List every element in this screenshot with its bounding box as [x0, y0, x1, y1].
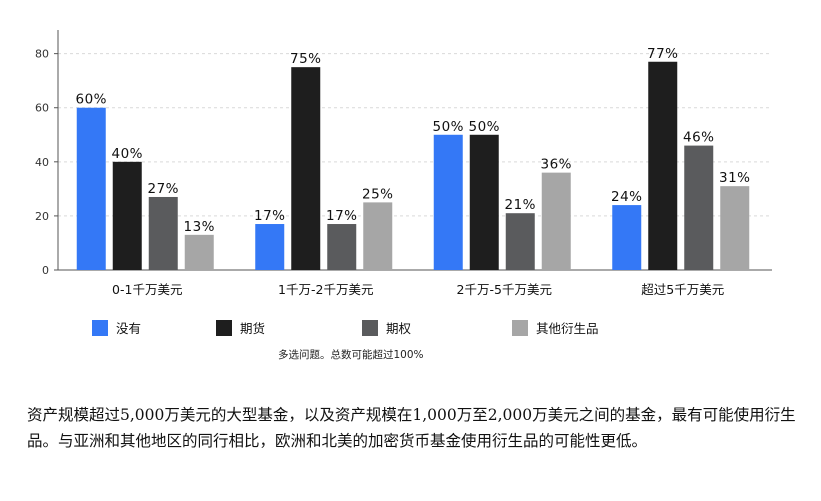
y-tick-label: 80	[35, 48, 49, 61]
legend-swatch	[362, 319, 378, 336]
legend-label: 其他衍生品	[536, 321, 599, 336]
x-tick-label: 1千万-2千万美元	[278, 282, 373, 297]
bar	[184, 234, 214, 270]
bar	[469, 134, 499, 270]
data-label: 50%	[432, 119, 464, 135]
data-label: 75%	[290, 51, 322, 67]
bar	[148, 196, 178, 270]
data-label: 17%	[326, 208, 358, 224]
x-tick-label: 0-1千万美元	[112, 282, 182, 297]
bar	[612, 205, 642, 270]
legend-label: 没有	[116, 321, 142, 336]
bar	[363, 202, 393, 270]
data-label: 25%	[362, 186, 394, 202]
legend: 没有 期货 期权 其他衍生品	[0, 318, 821, 342]
x-tick-label: 2千万-5千万美元	[457, 282, 552, 297]
y-tick-label: 60	[35, 102, 49, 115]
data-label: 31%	[719, 170, 751, 186]
bar	[684, 145, 714, 270]
bar	[505, 213, 535, 270]
legend-item: 没有	[92, 318, 141, 337]
bar	[255, 224, 285, 270]
data-label: 17%	[254, 208, 286, 224]
chart-note: 多选问题。总数可能超过100%	[278, 349, 424, 361]
legend-swatch	[216, 319, 232, 336]
data-label: 24%	[611, 189, 643, 205]
data-label: 13%	[183, 219, 215, 235]
data-label: 50%	[468, 119, 500, 135]
caption-paragraph: 资产规模超过5,000万美元的大型基金，以及资产规模在1,000万至2,000万…	[27, 406, 796, 450]
data-label: 77%	[647, 46, 679, 62]
bar	[112, 161, 142, 270]
bar	[433, 134, 463, 270]
legend-label: 期权	[386, 321, 412, 336]
y-tick-label: 20	[35, 210, 49, 223]
bar	[541, 172, 571, 270]
y-tick-label: 40	[35, 156, 49, 169]
legend-swatch	[512, 319, 528, 336]
data-label: 60%	[75, 92, 107, 108]
bar	[648, 61, 678, 270]
data-label: 40%	[111, 146, 143, 162]
x-tick-label: 超过5千万美元	[641, 282, 724, 297]
bar	[76, 107, 106, 271]
legend-item: 其他衍生品	[512, 318, 599, 337]
data-label: 27%	[147, 181, 179, 197]
caption-text: 资产规模超过5,000万美元的大型基金，以及资产规模在1,000万至2,000万…	[27, 402, 797, 454]
bar	[327, 224, 357, 270]
bar	[291, 67, 321, 270]
bar-chart: 02040608060%40%27%13%0-1千万美元17%75%17%25%…	[35, 30, 772, 297]
data-label: 21%	[504, 197, 536, 213]
legend-item: 期货	[216, 318, 265, 337]
data-label: 36%	[540, 157, 572, 173]
y-tick-label: 0	[42, 264, 49, 277]
legend-label: 期货	[240, 321, 266, 336]
data-label: 46%	[683, 130, 715, 146]
legend-swatch	[92, 319, 108, 336]
legend-item: 期权	[362, 318, 411, 337]
bar	[720, 186, 750, 270]
